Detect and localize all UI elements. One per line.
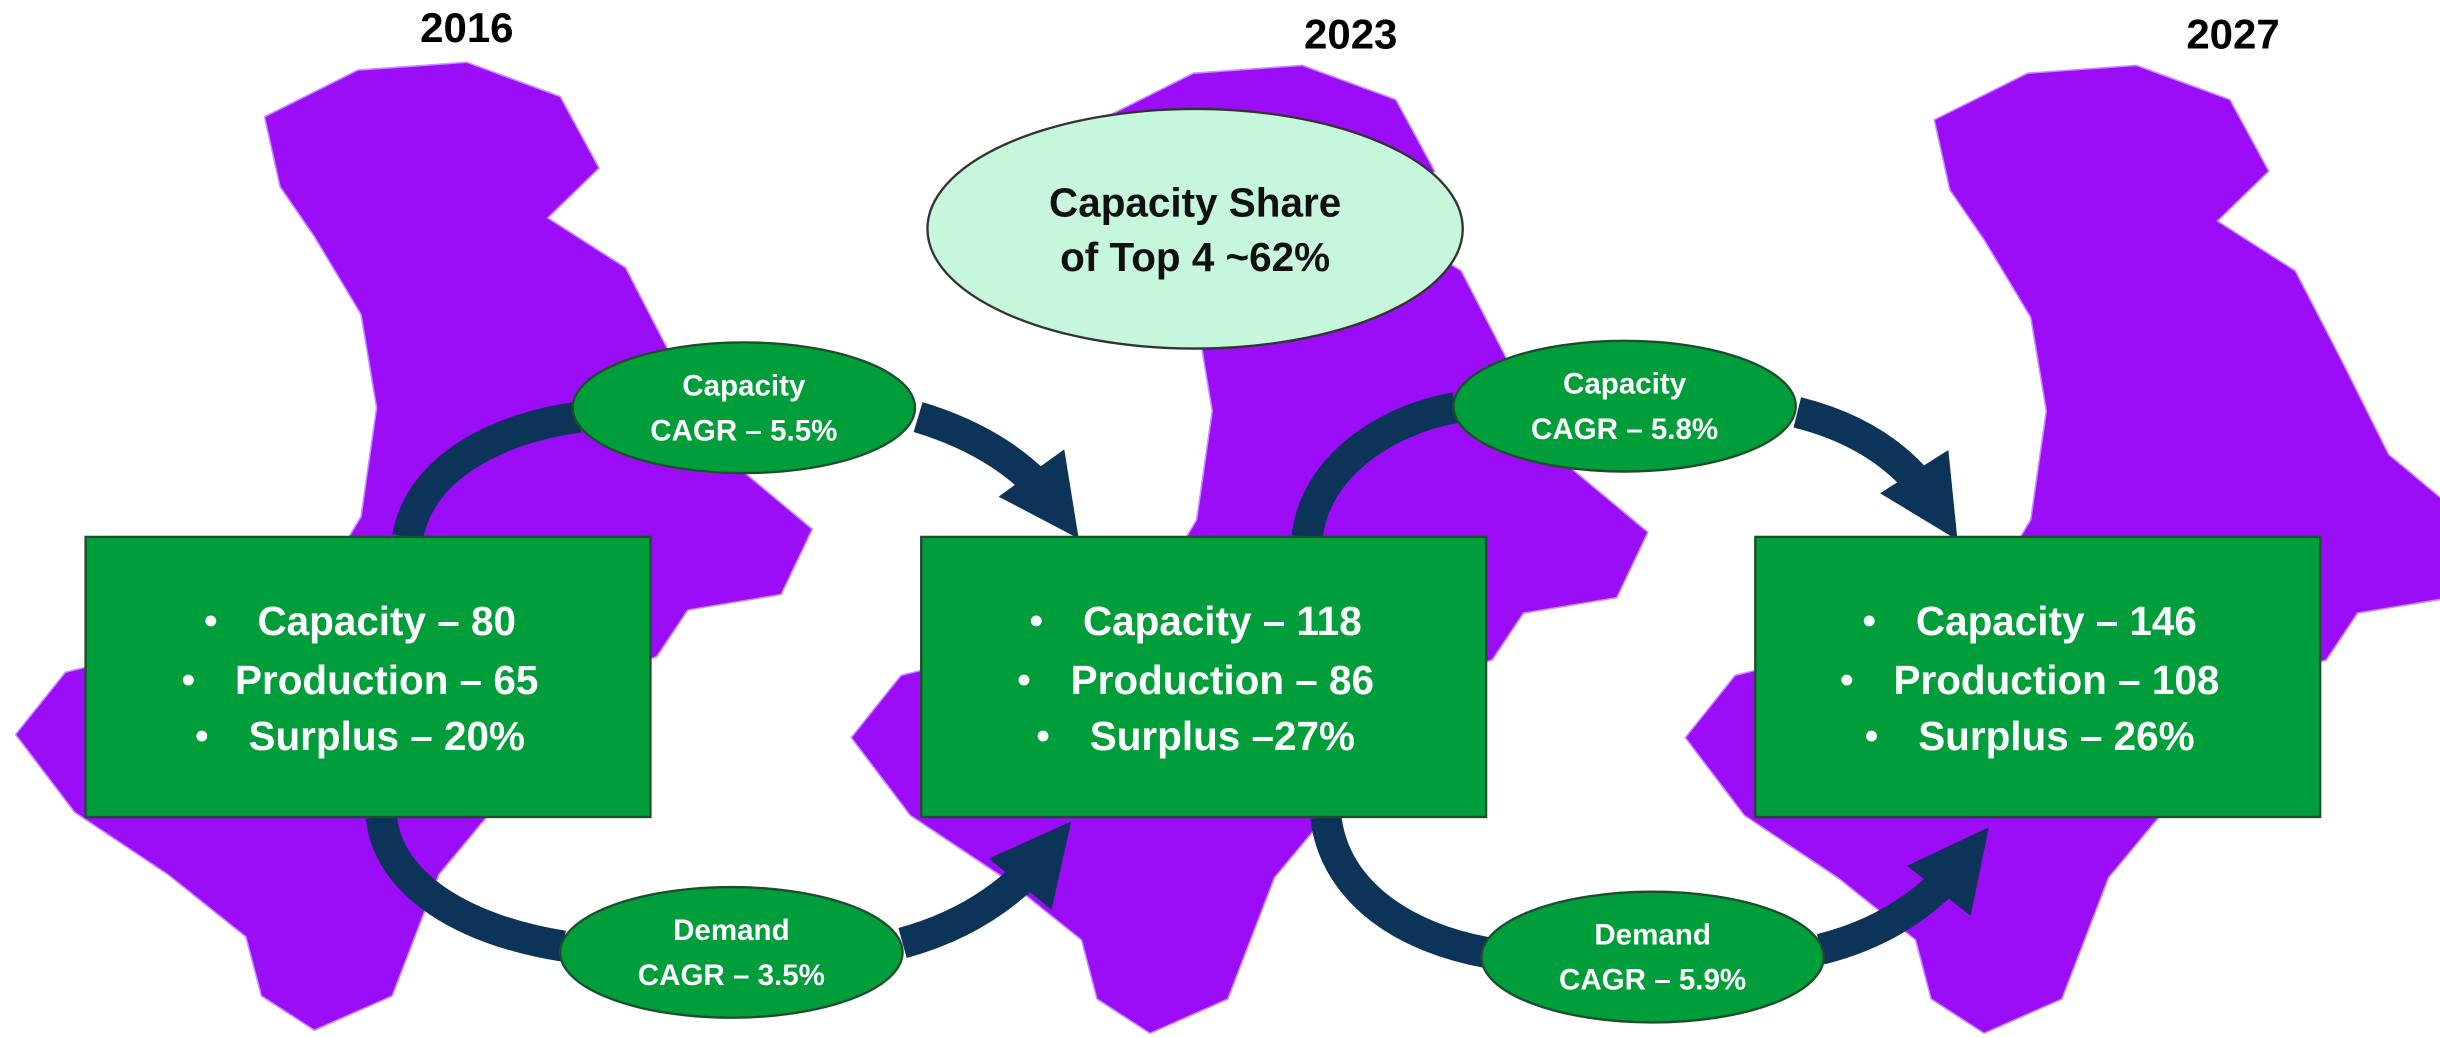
boxes: Capacity – 80 Production – 65 Surplus – 20…	[84, 535, 2322, 819]
cagr-bubble	[571, 341, 917, 475]
callout: Capacity Share of Top 4 ~62%	[926, 107, 1464, 350]
callout-bubble	[926, 107, 1464, 350]
stat-line: Production – 86	[1071, 657, 1374, 703]
stat-line: Capacity – 80	[257, 598, 516, 644]
cagr-text: Capacity	[1563, 368, 1687, 401]
cagr-text: CAGR – 5.5%	[650, 414, 837, 447]
bullet	[1018, 674, 1030, 686]
stat-line: Production – 65	[235, 657, 538, 703]
cagr-bubbles: Capacity CAGR – 5.5% Capacity CAGR – 5.8% De…	[559, 339, 1825, 1024]
bullet	[182, 674, 194, 686]
cagr-bubble	[1480, 890, 1825, 1024]
arrow	[1793, 397, 1958, 540]
stat-box	[920, 535, 1488, 819]
stat-line: Capacity – 146	[1916, 598, 2197, 644]
stat-line: Capacity – 118	[1083, 598, 1362, 644]
bullet	[1863, 615, 1875, 627]
cagr-text: CAGR – 5.9%	[1559, 964, 1746, 997]
callout-text: of Top 4 ~62%	[1060, 234, 1330, 280]
arrows	[365, 392, 1989, 968]
bullet	[1866, 730, 1877, 742]
bullet	[1030, 615, 1042, 627]
arrow	[1291, 392, 1458, 540]
cagr-text: CAGR – 3.5%	[638, 959, 825, 992]
cagr-text: Demand	[673, 914, 790, 947]
cagr-text: Demand	[1594, 919, 1711, 952]
arrow	[1816, 827, 1989, 965]
bullet	[196, 730, 208, 742]
bullet	[1841, 674, 1853, 686]
year-label: 2027	[2186, 10, 2279, 57]
stat-line: Surplus –27%	[1090, 713, 1355, 759]
stat-line: Surplus – 20%	[248, 713, 524, 759]
arrow	[365, 814, 566, 962]
year-label: 2016	[420, 4, 513, 51]
cagr-bubble	[1452, 339, 1797, 473]
cagr-text: CAGR – 5.8%	[1531, 413, 1718, 446]
arrow	[1310, 814, 1489, 968]
stat-box	[84, 535, 652, 819]
cagr-text: Capacity	[682, 369, 806, 402]
bullet	[1037, 730, 1049, 742]
stat-line: Surplus – 26%	[1918, 713, 2194, 759]
cagr-bubble	[559, 885, 904, 1019]
year-label: 2023	[1304, 10, 1397, 57]
callout-text: Capacity Share	[1049, 179, 1341, 225]
bullet	[205, 615, 217, 627]
arrow	[392, 401, 582, 541]
arrow	[898, 821, 1072, 959]
arrow	[913, 402, 1079, 539]
stat-line: Production – 108	[1893, 657, 2219, 703]
